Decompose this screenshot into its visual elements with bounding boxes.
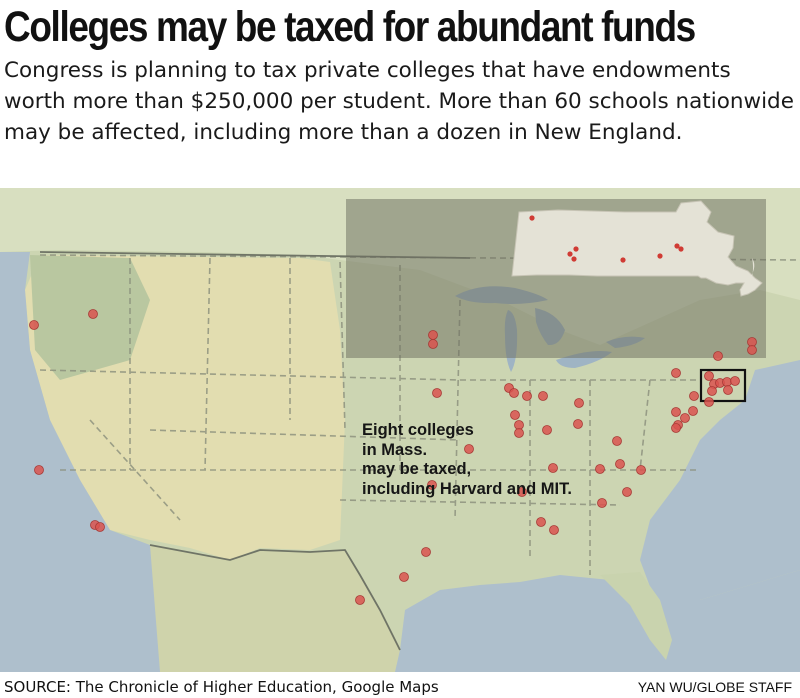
college-marker bbox=[432, 388, 442, 398]
cape-cod bbox=[740, 258, 755, 292]
college-marker bbox=[573, 419, 583, 429]
massachusetts-inset bbox=[511, 200, 763, 297]
college-marker bbox=[713, 351, 723, 361]
college-marker bbox=[723, 385, 733, 395]
college-marker bbox=[510, 410, 520, 420]
us-mexico-border bbox=[149, 544, 401, 651]
college-marker bbox=[427, 480, 437, 490]
callout-line: in Mass. bbox=[362, 440, 428, 459]
college-marker bbox=[574, 398, 584, 408]
college-marker bbox=[597, 498, 607, 508]
pacific-ocean bbox=[0, 252, 200, 672]
callout-line: Eight colleges bbox=[362, 421, 474, 439]
college-marker bbox=[622, 487, 632, 497]
college-marker bbox=[722, 377, 732, 387]
college-marker bbox=[95, 522, 105, 532]
college-marker bbox=[509, 388, 519, 398]
college-marker bbox=[399, 572, 409, 582]
college-marker bbox=[538, 391, 548, 401]
inset-markers bbox=[529, 215, 684, 263]
college-marker bbox=[689, 391, 699, 401]
inset-marker bbox=[567, 251, 573, 257]
florida bbox=[600, 572, 672, 660]
college-marker bbox=[549, 525, 559, 535]
college-marker bbox=[730, 376, 740, 386]
college-marker bbox=[595, 464, 605, 474]
college-marker bbox=[428, 330, 438, 340]
callout-line: including Harvard and MIT. bbox=[362, 479, 572, 498]
college-marker bbox=[704, 397, 714, 407]
college-marker bbox=[34, 465, 44, 475]
inset-marker bbox=[674, 243, 680, 249]
college-marker bbox=[615, 459, 625, 469]
college-marker bbox=[355, 595, 365, 605]
college-marker bbox=[747, 345, 757, 355]
college-marker bbox=[464, 444, 474, 454]
inset-marker bbox=[678, 246, 684, 252]
callout-text: Eight colleges in Mass. may be taxed, in… bbox=[362, 421, 572, 499]
college-marker bbox=[517, 487, 527, 497]
dek: Congress is planning to tax private coll… bbox=[4, 58, 794, 145]
college-marker bbox=[680, 413, 690, 423]
college-marker bbox=[671, 423, 681, 433]
college-marker bbox=[542, 425, 552, 435]
gulf-of-mexico bbox=[395, 570, 800, 672]
credit-line: YAN WU/GLOBE STAFF bbox=[637, 679, 792, 695]
college-marker bbox=[88, 309, 98, 319]
map-graphic bbox=[0, 188, 800, 672]
inset-marker bbox=[657, 253, 663, 259]
source-line: SOURCE: The Chronicle of Higher Educatio… bbox=[4, 678, 439, 696]
college-marker bbox=[536, 517, 546, 527]
inset-marker bbox=[573, 246, 579, 252]
us-map: Eight colleges in Mass. may be taxed, in… bbox=[0, 188, 800, 672]
college-marker bbox=[612, 436, 622, 446]
callout-line: may be taxed, bbox=[362, 460, 472, 478]
college-marker bbox=[671, 368, 681, 378]
college-marker bbox=[671, 407, 681, 417]
college-marker bbox=[548, 463, 558, 473]
headline: Colleges may be taxed for abundant funds bbox=[4, 3, 696, 51]
college-marker bbox=[29, 320, 39, 330]
college-markers bbox=[29, 309, 757, 605]
college-marker bbox=[688, 406, 698, 416]
mexico-region bbox=[150, 545, 400, 672]
inset-marker bbox=[529, 215, 535, 221]
college-marker bbox=[428, 339, 438, 349]
inset-marker bbox=[620, 257, 626, 263]
college-marker bbox=[421, 547, 431, 557]
college-marker bbox=[514, 428, 524, 438]
college-marker bbox=[707, 386, 717, 396]
college-marker bbox=[636, 465, 646, 475]
college-marker bbox=[704, 371, 714, 381]
atlantic-ocean bbox=[640, 360, 800, 600]
inset-marker bbox=[571, 256, 577, 262]
massachusetts-highlight-box bbox=[699, 368, 747, 403]
college-marker bbox=[522, 391, 532, 401]
